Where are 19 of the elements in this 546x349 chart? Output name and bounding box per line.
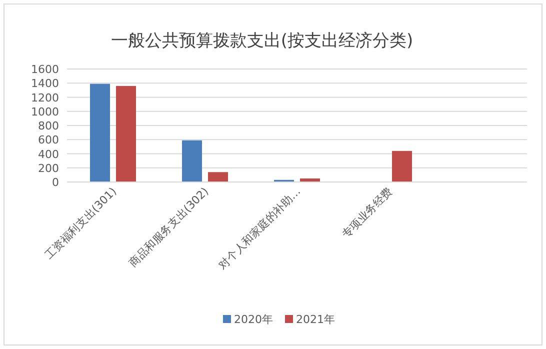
y-tick-label: 400	[38, 148, 59, 161]
bar	[90, 84, 110, 182]
y-tick-label: 1000	[31, 105, 59, 118]
chart-title: 一般公共预算拨款支出(按支出经济分类)	[110, 31, 414, 51]
x-tick-label: 专项业务经费	[339, 184, 396, 241]
y-tick-label: 800	[38, 120, 59, 132]
y-tick-label: 200	[38, 162, 59, 175]
legend-label: 2021年	[296, 313, 335, 326]
bar	[392, 150, 412, 182]
legend-label: 2020年	[234, 313, 273, 326]
y-tick-label: 0	[52, 176, 59, 189]
y-tick-label: 1400	[31, 77, 59, 90]
y-tick-label: 1200	[31, 91, 59, 104]
x-tick-label: 对个人和家庭的补助…	[216, 184, 304, 272]
y-tick-label: 600	[38, 134, 59, 147]
bar	[182, 140, 202, 182]
y-tick-label: 1600	[31, 63, 59, 76]
bar	[208, 172, 228, 182]
bar	[116, 86, 136, 182]
